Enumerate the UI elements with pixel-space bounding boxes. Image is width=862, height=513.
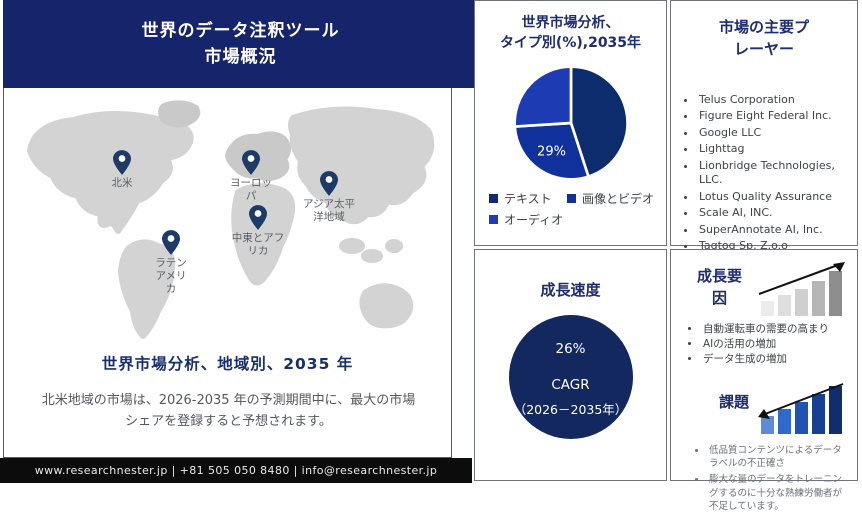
list-item: 膨大な量のデータをトレーニングするのに十分な熟練労働者が不足しています。 <box>707 473 851 513</box>
list-item: Lotus Quality Assurance <box>697 190 853 205</box>
map-pin-label: ヨーロッ パ <box>230 177 272 203</box>
location-pin-icon <box>162 230 180 255</box>
challenges-title: 課題 <box>719 392 750 411</box>
growth-rate-title: 成長速度 <box>540 281 601 299</box>
legend-item-audio: オーディオ <box>489 211 567 228</box>
legend-item-text: テキスト <box>489 190 567 207</box>
map-pin-north-america: 北米 <box>77 150 167 190</box>
location-pin-icon <box>249 205 267 230</box>
world-map-panel: 北米 ヨーロッ パ アジア太平 洋地域 中東とアフ リカ ラテン アメリ カ 世… <box>3 88 452 458</box>
list-item: Telus Corporation <box>697 93 853 108</box>
growth-factors-header: 成長要 因 <box>697 260 847 318</box>
legend-swatch-icon <box>489 193 498 203</box>
page-title: 世界のデータ注釈ツール 市場概況 <box>141 20 340 67</box>
legend-item-image-video: 画像とビデオ <box>567 190 654 207</box>
legend-swatch-icon <box>489 214 498 224</box>
challenges-header: 課題 <box>719 378 847 436</box>
list-item: Figure Eight Federal Inc. <box>697 109 853 124</box>
list-item: AIの活用の増加 <box>701 337 851 352</box>
list-item: Lighttag <box>697 142 853 157</box>
cagr-label: CAGR <box>551 376 590 393</box>
map-pin-label: 北米 <box>111 177 133 189</box>
legend-swatch-icon <box>567 193 576 203</box>
infographic-header: 世界のデータ注釈ツール 市場概況 <box>3 0 478 88</box>
pie-legend: テキスト 画像とビデオ オーディオ <box>489 190 656 228</box>
map-pin-middle-east-africa: 中東とアフ リカ <box>213 205 303 258</box>
map-pin-label: アジア太平 洋地域 <box>302 198 356 224</box>
pie-slice-text <box>569 64 629 178</box>
legend-label: テキスト <box>504 191 552 206</box>
growth-factors-list: 自動運転車の需要の高まり AIの活用の増加 データ生成の増加 <box>685 322 851 368</box>
map-pin-europe: ヨーロッ パ <box>206 150 296 203</box>
cagr-circle: 26% CAGR （2026－2035年） <box>508 314 633 439</box>
contact-footer: www.researchnester.jp | +81 505 050 8480… <box>0 458 472 483</box>
blue-bar-chart-arrow-icon <box>758 382 844 434</box>
map-pin-label: 中東とアフ リカ <box>231 232 285 258</box>
pie-slice-audio <box>512 64 572 128</box>
type-share-pie-chart: 29% <box>512 64 629 181</box>
growth-rate-card: 成長速度 26% CAGR （2026－2035年） <box>474 249 667 481</box>
pie-chart-title: 世界市場分析、 タイプ別(%),2035年 <box>499 15 642 52</box>
list-item: Google LLC <box>697 126 853 141</box>
map-pin-latin-america: ラテン アメリ カ <box>126 230 216 296</box>
list-item: Tagtog Sp. Z.o.o <box>697 239 853 254</box>
pie-slice-value-label: 29% <box>537 144 566 159</box>
list-item: SuperAnnotate AI, Inc. <box>697 223 853 238</box>
key-players-title: 市場の主要プ レーヤー <box>718 18 809 58</box>
list-item: 自動運転車の需要の高まり <box>701 322 851 337</box>
pie-slice-image-video <box>512 121 590 181</box>
challenges-list: 低品質コンテンツによるデータラベルの不正確さ 膨大な量のデータをトレーニングする… <box>691 444 851 513</box>
regional-analysis-title: 世界市場分析、地域別、2035 年 <box>101 355 354 373</box>
footer-contact-text: www.researchnester.jp | +81 505 050 8480… <box>34 464 438 477</box>
cagr-period: （2026－2035年） <box>513 401 628 417</box>
location-pin-icon <box>113 150 131 175</box>
key-players-card: 市場の主要プ レーヤー Telus Corporation Figure Eig… <box>670 0 858 269</box>
regional-analysis-description: 北米地域の市場は、2026-2035 年の予測期間中に、最大の市場シェアを登録す… <box>41 393 416 429</box>
growth-factors-title: 成長要 因 <box>697 267 743 307</box>
map-pin-asia-pacific: アジア太平 洋地域 <box>284 171 374 224</box>
location-pin-icon <box>242 150 260 175</box>
list-item: Lionbridge Technologies, LLC. <box>697 159 853 188</box>
list-item: 低品質コンテンツによるデータラベルの不正確さ <box>707 444 851 471</box>
map-pin-label: ラテン アメリ カ <box>155 257 187 296</box>
cagr-percent: 26% <box>555 340 586 357</box>
legend-label: オーディオ <box>504 212 564 227</box>
legend-label: 画像とビデオ <box>582 191 655 206</box>
list-item: データ生成の増加 <box>701 352 851 367</box>
rising-bar-chart-icon <box>758 262 845 316</box>
key-players-list: Telus Corporation Figure Eight Federal I… <box>679 93 853 271</box>
factors-challenges-card: 成長要 因 自動運転車の需要の高まり AIの活用の増加 データ生成の増加 課題 … <box>670 249 858 512</box>
world-map-image <box>27 100 435 339</box>
pie-chart-card: 世界市場分析、 タイプ別(%),2035年 29% テキスト 画像とビデオ オー… <box>474 0 667 246</box>
list-item: Scale AI, INC. <box>697 206 853 221</box>
location-pin-icon <box>320 171 338 196</box>
